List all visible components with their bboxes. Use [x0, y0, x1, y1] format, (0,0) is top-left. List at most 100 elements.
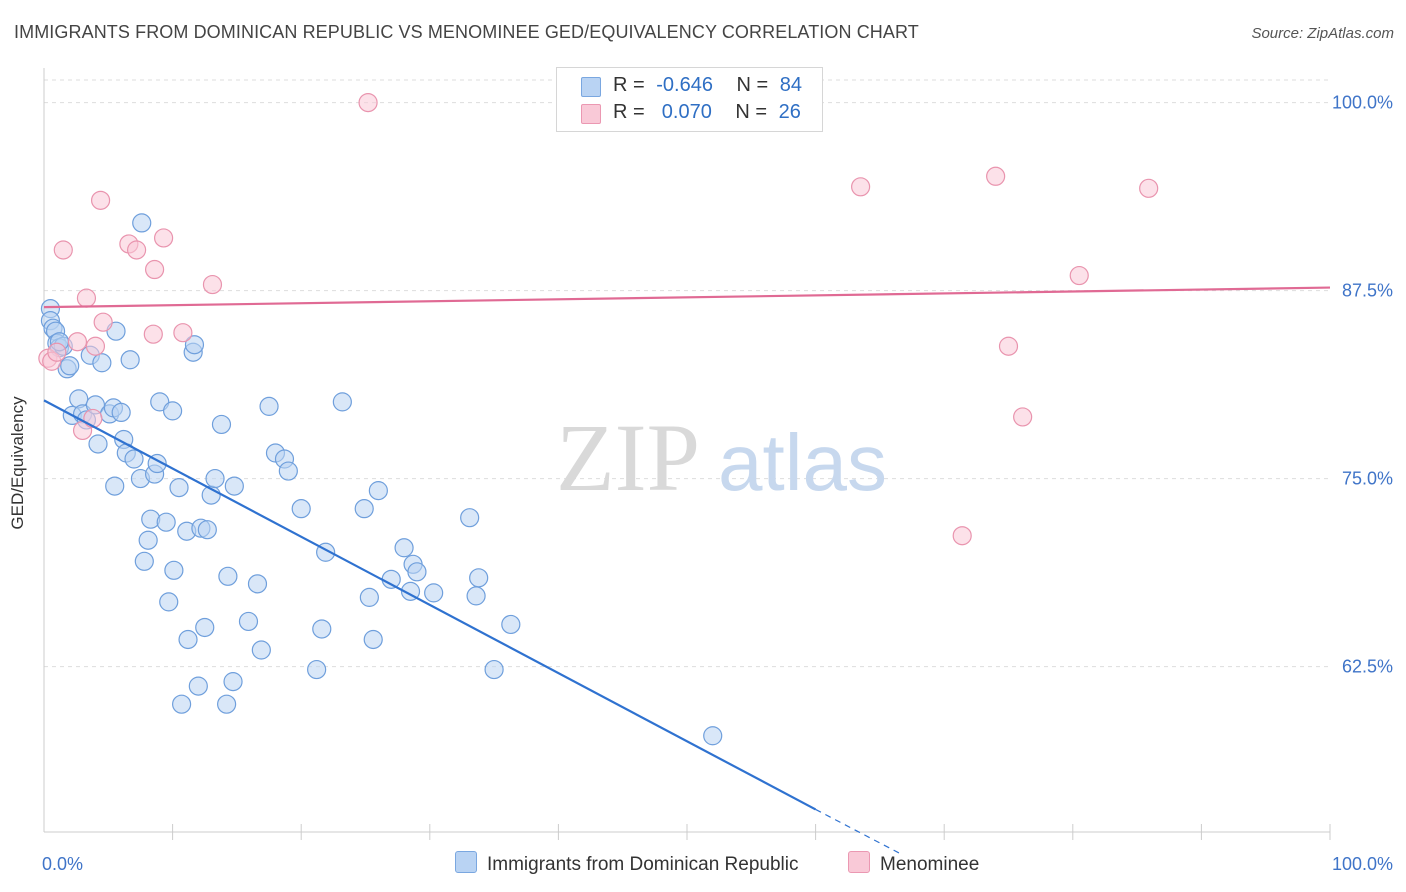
- point-dominican: [188, 676, 208, 696]
- point-menominee: [1013, 407, 1033, 427]
- points-layer: [38, 92, 1159, 746]
- point-menominee: [47, 342, 67, 362]
- chart-title: IMMIGRANTS FROM DOMINICAN REPUBLIC VS ME…: [14, 22, 919, 42]
- point-menominee: [85, 336, 106, 356]
- point-menominee: [144, 259, 165, 280]
- point-dominican: [363, 629, 383, 650]
- point-dominican: [172, 694, 192, 714]
- point-menominee: [90, 190, 111, 210]
- legend-n-label: N =: [735, 101, 768, 123]
- point-dominican: [368, 481, 388, 501]
- point-dominican: [424, 583, 444, 603]
- point-dominican: [460, 508, 480, 528]
- trendline-dominican: [43, 399, 817, 811]
- legend-n-value-blue: 84: [779, 74, 803, 96]
- legend-swatch-pink: [848, 851, 870, 873]
- point-dominican: [184, 335, 205, 355]
- point-dominican: [247, 574, 268, 594]
- point-menominee: [67, 332, 88, 352]
- legend-label-menominee: Menominee: [880, 854, 980, 875]
- point-dominican: [259, 396, 279, 416]
- point-dominican: [359, 587, 379, 607]
- point-dominican: [92, 353, 112, 373]
- point-dominican: [60, 356, 80, 376]
- point-menominee: [1139, 178, 1159, 198]
- point-dominican: [163, 401, 183, 421]
- point-dominican: [312, 619, 332, 639]
- point-dominican: [251, 640, 271, 660]
- point-dominican: [134, 551, 154, 571]
- point-dominican: [394, 538, 414, 558]
- trendline-menominee: [43, 286, 1331, 309]
- point-dominican: [354, 499, 374, 519]
- point-menominee: [83, 408, 103, 429]
- legend-swatch-pink: [581, 104, 601, 124]
- labels-layer: 100.0% 87.5% 75.0% 62.5% 0.0% 100.0%: [42, 93, 1393, 874]
- watermark-zip: ZIP: [556, 404, 700, 511]
- x-tick-label: 0.0%: [42, 854, 83, 874]
- point-dominican: [332, 392, 352, 412]
- legend-swatch-blue: [455, 851, 477, 873]
- point-dominican: [105, 476, 125, 496]
- legend-r-label: R =: [613, 101, 645, 123]
- point-dominican: [501, 614, 521, 635]
- point-dominican: [159, 592, 179, 612]
- legend-r-value-blue: -0.646: [656, 74, 713, 96]
- point-dominican: [120, 350, 140, 370]
- point-dominican: [218, 566, 238, 586]
- point-menominee: [986, 166, 1006, 186]
- y-axis-label: GED/Equivalency: [8, 396, 27, 530]
- point-dominican: [169, 477, 189, 498]
- point-menominee: [358, 92, 378, 113]
- point-dominican: [223, 672, 243, 692]
- point-dominican: [217, 694, 237, 714]
- point-dominican: [132, 213, 152, 233]
- stats-legend: R = -0.646 N = 84 R = 0.070 N = 26: [556, 67, 823, 132]
- legend-swatch-blue: [581, 77, 601, 97]
- point-dominican: [164, 560, 184, 580]
- point-dominican: [224, 476, 244, 496]
- trend-layer: [43, 286, 1331, 854]
- point-dominican: [469, 568, 489, 588]
- point-dominican: [111, 402, 131, 423]
- point-menominee: [93, 312, 113, 332]
- point-dominican: [88, 434, 108, 454]
- point-dominican: [205, 468, 225, 489]
- legend-label-dominican: Immigrants from Dominican Republic: [487, 854, 799, 875]
- point-menominee: [153, 228, 174, 248]
- point-dominican: [307, 659, 327, 680]
- y-tick-label: 87.5%: [1342, 281, 1393, 301]
- axes-layer: [43, 68, 1331, 840]
- legend-n-label: N =: [736, 74, 769, 96]
- x-tick-label: 100.0%: [1332, 854, 1393, 874]
- watermark: ZIP atlas: [556, 404, 887, 511]
- point-dominican: [278, 461, 298, 481]
- trendline-dominican-extension: [815, 808, 900, 854]
- point-dominican: [156, 512, 176, 532]
- point-menominee: [952, 526, 972, 546]
- y-tick-label: 100.0%: [1332, 93, 1393, 113]
- y-tick-label: 62.5%: [1342, 657, 1393, 677]
- point-menominee: [851, 177, 871, 197]
- legend-item-dominican: Immigrants from Dominican Republic: [455, 851, 799, 876]
- point-menominee: [1069, 265, 1089, 286]
- point-menominee: [53, 240, 73, 260]
- point-dominican: [466, 586, 486, 606]
- legend-n-value-pink: 26: [778, 101, 801, 123]
- watermark-atlas: atlas: [718, 418, 887, 507]
- point-menominee: [126, 240, 147, 260]
- point-dominican: [178, 629, 198, 650]
- point-dominican: [484, 659, 504, 680]
- legend-item-menominee: Menominee: [848, 851, 979, 876]
- point-dominican: [138, 530, 158, 550]
- chart-source: Source: ZipAtlas.com: [1251, 25, 1394, 42]
- legend-r-label: R =: [613, 74, 645, 96]
- point-menominee: [143, 324, 163, 344]
- point-menominee: [76, 288, 97, 308]
- point-menominee: [202, 274, 223, 295]
- point-dominican: [703, 726, 723, 746]
- point-dominican: [291, 499, 311, 519]
- legend-r-value-pink: 0.070: [656, 101, 712, 123]
- point-dominican: [195, 617, 215, 638]
